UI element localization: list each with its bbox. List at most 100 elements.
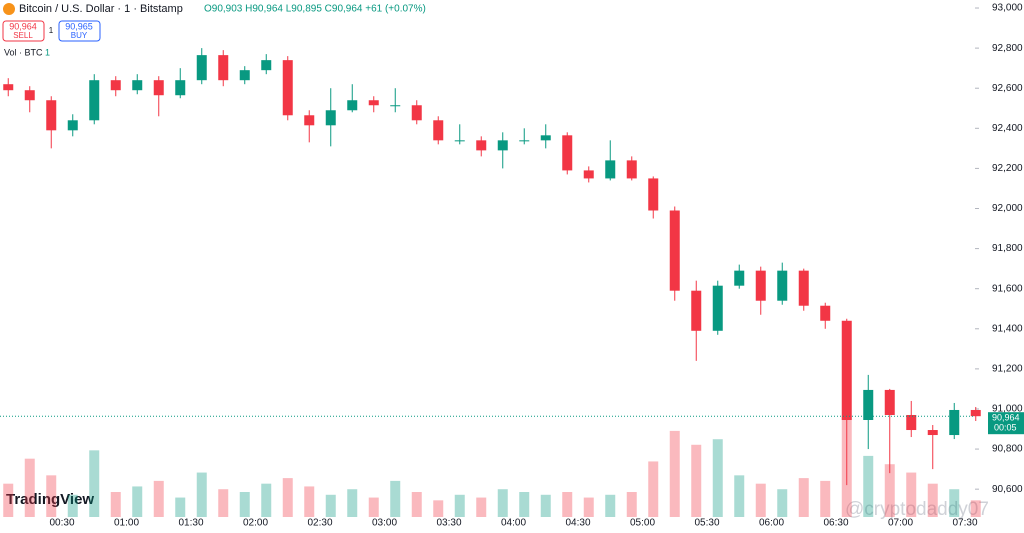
volume-bar (454, 494, 465, 517)
volume-bar (605, 494, 616, 517)
candle-body (454, 140, 465, 142)
buy-price: 90,965 (65, 21, 93, 31)
volume-bar (777, 489, 788, 517)
candle-body (304, 115, 315, 126)
volume-bar (863, 455, 874, 517)
countdown: 00:05 (994, 423, 1017, 433)
volume-bar (261, 483, 272, 517)
candle-body (755, 270, 766, 301)
x-tick-label: 05:00 (630, 518, 655, 529)
volume-bar (153, 480, 164, 517)
candle-body (949, 409, 960, 436)
volume-bar (884, 464, 895, 517)
candle-body (906, 414, 917, 431)
x-tick-label: 02:30 (307, 518, 332, 529)
candle-body (841, 320, 852, 421)
y-tick-label: 92,400 (992, 123, 1023, 134)
x-tick-label: 03:00 (372, 518, 397, 529)
candle-body (777, 270, 788, 301)
sell-button[interactable] (2, 20, 45, 42)
candle-body (325, 110, 336, 126)
volume-bar (304, 486, 315, 517)
ohlc: O90,903 H90,964 L90,895 C90,964 +61 (+0.… (204, 4, 426, 15)
volume-bar (798, 478, 809, 517)
volume-bar (970, 500, 981, 517)
volume-bar (820, 480, 831, 517)
volume-bar (927, 483, 938, 517)
x-tick-label: 01:00 (114, 518, 139, 529)
candle-body (648, 178, 659, 211)
y-tick-label: 91,600 (992, 283, 1023, 294)
y-tick-label: 92,000 (992, 203, 1023, 214)
volume-bar (712, 439, 723, 517)
buy-button[interactable] (58, 20, 101, 42)
last-price-label: 90,964 (992, 413, 1020, 423)
candle-body (884, 389, 895, 415)
candle-body (863, 389, 874, 421)
volume-bar (562, 492, 573, 517)
volume-bar (368, 497, 379, 517)
volume-bar (218, 489, 229, 517)
volume-bar (110, 492, 121, 517)
x-tick-label: 07:30 (952, 518, 977, 529)
x-tick-label: 04:00 (501, 518, 526, 529)
candle-body (497, 140, 508, 151)
volume-bar (669, 430, 680, 517)
candle-body (282, 60, 293, 116)
y-tick-label: 93,000 (992, 3, 1023, 14)
volume-value: 1 (45, 47, 50, 57)
volume-bar (132, 486, 143, 517)
y-tick-label: 91,200 (992, 364, 1023, 375)
candle-body (67, 120, 78, 131)
candle-body (562, 135, 573, 171)
volume-bar (24, 458, 35, 517)
y-tick-label: 90,800 (992, 444, 1023, 455)
y-tick-label: 92,800 (992, 43, 1023, 54)
volume-bar (906, 472, 917, 517)
volume-bar (239, 492, 250, 517)
volume-bar (755, 483, 766, 517)
candle-body (820, 305, 831, 321)
volume-bar (497, 489, 508, 517)
volume-bar (325, 494, 336, 517)
candle-body (540, 135, 551, 141)
candle-body (734, 270, 745, 286)
y-tick-label: 92,200 (992, 163, 1023, 174)
btc-icon (3, 3, 15, 15)
volume-bar (3, 483, 14, 517)
candle-body (669, 210, 680, 291)
volume-bar (540, 494, 551, 517)
candle-body (927, 430, 938, 436)
volume-bar (583, 497, 594, 517)
candle-body (196, 55, 207, 81)
candle-body (712, 285, 723, 331)
candle-body (132, 80, 143, 91)
candle-body (519, 140, 530, 142)
volume-bar (196, 472, 207, 517)
x-tick-label: 03:30 (436, 518, 461, 529)
volume-bar (476, 497, 487, 517)
candle-body (261, 60, 272, 71)
candle-body (605, 160, 616, 179)
candle-body (347, 100, 358, 111)
candle-body (46, 100, 57, 131)
x-tick-label: 04:30 (565, 518, 590, 529)
symbol: Bitcoin / U.S. Dollar · 1 · Bitstamp (19, 3, 183, 15)
candle-body (583, 170, 594, 179)
volume-label: Vol · BTC (4, 47, 43, 57)
price-axis (975, 0, 1024, 533)
volume-bar (411, 492, 422, 517)
buy-label: BUY (71, 31, 88, 40)
volume-bar (67, 494, 78, 517)
volume-bar (347, 489, 358, 517)
candle-body (411, 105, 422, 121)
candle-body (218, 55, 229, 81)
candle-body (390, 105, 401, 107)
candle-body (3, 84, 14, 91)
volume-bar (390, 480, 401, 517)
candle-body (368, 100, 379, 106)
candle-body (626, 160, 637, 179)
x-tick-label: 00:30 (49, 518, 74, 529)
sell-price: 90,964 (9, 21, 37, 31)
candle-body (970, 409, 981, 417)
